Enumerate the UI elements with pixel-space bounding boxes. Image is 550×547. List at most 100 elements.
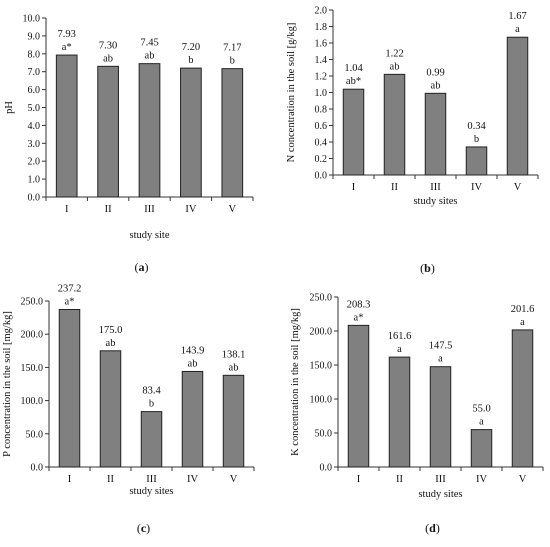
data-value-label: 7.45 (140, 38, 158, 49)
x-category-label: IV (187, 474, 198, 485)
significance-label: a* (62, 42, 72, 53)
x-category-label: III (144, 204, 155, 215)
x-category-label: V (230, 474, 238, 485)
y-tick-label: 100.0 (310, 395, 333, 406)
x-axis-title: study sites (129, 486, 173, 497)
bar-III (138, 63, 161, 198)
bar-I (55, 54, 78, 198)
data-value-label: 83.4 (142, 386, 161, 397)
bar-II (383, 73, 406, 176)
significance-label: ab (229, 362, 239, 373)
y-tick-label: 0.0 (31, 463, 44, 474)
y-tick-label: 0.6 (315, 121, 328, 132)
significance-label: a (397, 344, 402, 355)
bar-V (511, 329, 534, 468)
data-value-label: 7.93 (58, 29, 76, 40)
bar-I (347, 324, 370, 468)
y-tick-label: 150.0 (21, 363, 44, 374)
data-value-label: 0.99 (426, 67, 444, 78)
x-category-label: IV (471, 182, 482, 193)
y-tick-label: 150.0 (310, 361, 333, 372)
chart-panel-3: 0.0 50.0 100.0 150.0 200.0 250.0 Ia* 237.2 II ab 1… (2, 283, 255, 535)
panel-label: (b) (420, 261, 435, 275)
data-value-label: 138.1 (222, 349, 246, 360)
data-value-label: 7.20 (182, 42, 200, 53)
significance-label: b (188, 55, 193, 66)
significance-label: a (520, 317, 525, 328)
y-tick-label: 0.4 (315, 138, 328, 149)
x-category-label: III (146, 474, 157, 485)
y-axis-title: pH (4, 101, 15, 114)
y-tick-label: 1.0 (315, 88, 328, 99)
data-value-label: 237.2 (58, 283, 82, 294)
y-tick-label: 1.4 (315, 55, 328, 66)
significance-label: a (479, 417, 484, 428)
x-category-label: I (357, 474, 361, 485)
x-category-label: IV (185, 204, 196, 215)
significance-label: b (230, 56, 235, 67)
y-tick-label: 50.0 (26, 429, 44, 440)
panel-label: (d) (425, 521, 440, 535)
y-tick-label: 0.2 (315, 154, 328, 165)
data-value-label: 208.3 (347, 299, 371, 310)
significance-label: ab (103, 53, 113, 64)
x-category-label: III (435, 474, 446, 485)
y-tick-label: 0.0 (315, 171, 328, 182)
x-category-label: II (107, 474, 114, 485)
bar-IV (470, 429, 493, 468)
x-category-label: V (514, 182, 522, 193)
bar-III (140, 411, 163, 468)
y-tick-label: 9.0 (28, 31, 41, 42)
data-value-label: 0.34 (467, 121, 486, 132)
data-value-label: 175.0 (99, 325, 123, 336)
y-tick-label: 1.0 (28, 175, 41, 186)
data-value-label: 7.30 (99, 40, 117, 51)
bar-II (388, 356, 411, 468)
y-tick-label: 250.0 (310, 293, 333, 304)
x-category-label: V (229, 204, 237, 215)
y-tick-label: 8.0 (28, 49, 41, 60)
y-tick-label: 250.0 (21, 297, 44, 308)
y-tick-label: 2.0 (28, 157, 41, 168)
panel-label: (c) (137, 521, 150, 535)
x-category-label: III (430, 182, 441, 193)
y-tick-label: 6.0 (28, 85, 41, 96)
bar-I (342, 88, 365, 176)
y-axis-title: K concentration in the soil [mg/kg] (290, 308, 301, 456)
significance-label: ab (431, 80, 441, 91)
significance-label: b (149, 399, 154, 410)
y-tick-label: 0.0 (28, 193, 41, 204)
y-tick-label: 7.0 (28, 67, 41, 78)
data-value-label: 55.0 (472, 404, 490, 415)
significance-label: ab (390, 61, 400, 72)
y-tick-label: 50.0 (315, 429, 333, 440)
chart-panel-2: 0.0 0.2 0.4 0.6 0.8 1.0 1.2 1.4 1.6 1.8 2.0 Iab* 1.0… (286, 6, 539, 275)
bar-III (429, 366, 452, 468)
significance-label: ab (188, 358, 198, 369)
bar-III (424, 92, 447, 176)
chart-panel-4: 0.0 50.0 100.0 150.0 200.0 250.0 Ia* 208.3 II a 16… (290, 293, 544, 535)
y-axis-title: P concentration in the soil [mg/kg] (2, 311, 13, 457)
bar-IV (181, 370, 204, 468)
y-axis-title: N concentration in the soil [g/kg] (286, 23, 297, 163)
x-category-label: II (396, 474, 403, 485)
data-value-label: 1.67 (508, 11, 526, 22)
data-value-label: 147.5 (429, 341, 453, 352)
significance-label: ab (106, 338, 116, 349)
chart-panel-1: 0.0 1.0 2.0 3.0 4.0 5.0 6.0 7.0 8.0 9.0 10.0 Ia* 7.9… (4, 14, 254, 274)
y-tick-label: 0.8 (315, 105, 328, 116)
y-tick-label: 200.0 (21, 330, 44, 341)
y-tick-label: 10.0 (23, 14, 41, 25)
data-value-label: 1.22 (385, 48, 403, 59)
significance-label: a* (354, 312, 364, 323)
bar-II (97, 65, 119, 198)
bar-IV (465, 146, 488, 176)
significance-label: a* (65, 296, 75, 307)
bar-V (221, 68, 244, 198)
data-value-label: 1.04 (344, 63, 363, 74)
data-value-label: 201.6 (511, 304, 535, 315)
y-tick-label: 5.0 (28, 103, 41, 114)
bar-V (506, 36, 529, 176)
x-category-label: I (65, 204, 69, 215)
